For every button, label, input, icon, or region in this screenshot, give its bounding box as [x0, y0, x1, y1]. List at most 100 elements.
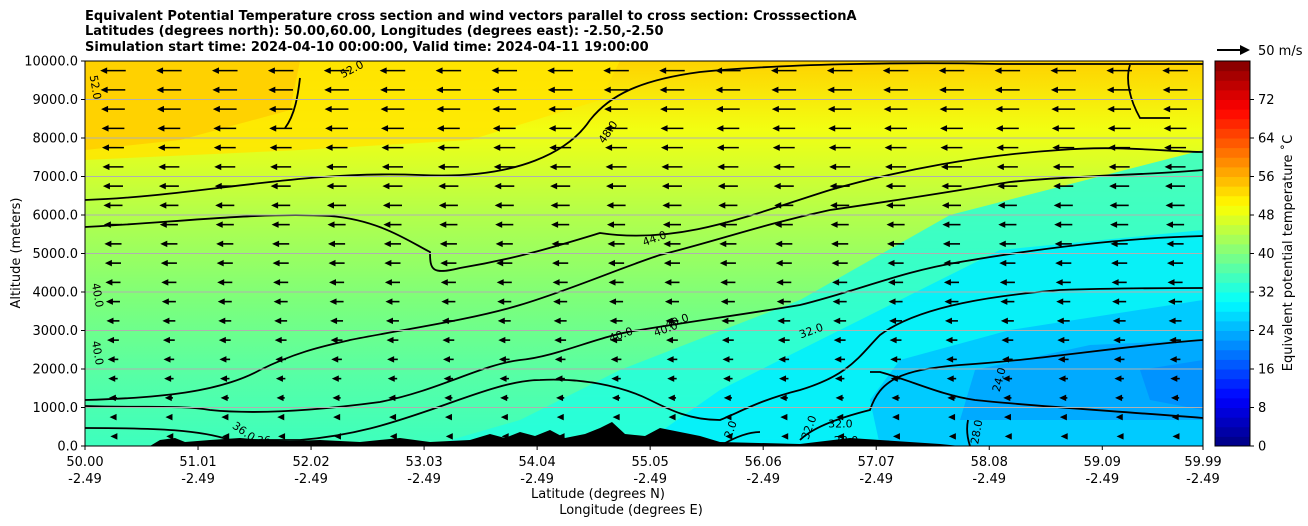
- wind-arrow-head: [269, 125, 277, 132]
- wind-arrow-head: [828, 125, 836, 132]
- wind-arrow-head: [1052, 144, 1060, 151]
- wind-arrow-head: [1106, 67, 1114, 74]
- wind-arrow-head: [333, 433, 341, 440]
- wind-arrow-head: [1169, 356, 1177, 363]
- wind-arrow-head: [268, 86, 276, 94]
- wind-arrow-head: [779, 394, 787, 402]
- wind-arrow-head: [948, 433, 956, 440]
- wind-arrow-head: [995, 86, 1003, 94]
- colorbar-band: [1215, 417, 1250, 428]
- wind-arrow-head: [444, 413, 452, 421]
- wind-arrow-head: [771, 105, 779, 113]
- wind-arrow-head: [1165, 221, 1173, 228]
- wind-arrow-head: [100, 67, 108, 74]
- wind-arrow-head: [1169, 336, 1177, 344]
- wind-arrow-head: [1171, 413, 1179, 421]
- x-tick-label-lat: 57.07: [858, 455, 895, 470]
- wind-arrow-head: [723, 394, 731, 402]
- wind-arrow-head: [436, 86, 444, 94]
- wind-arrow-head: [275, 356, 283, 363]
- wind-arrow-head: [1051, 125, 1059, 132]
- wind-arrow-head: [438, 182, 446, 190]
- wind-arrow-head: [157, 125, 165, 132]
- wind-arrow-head: [834, 375, 842, 382]
- wind-arrow-head: [939, 86, 947, 94]
- wind-arrow-head: [774, 221, 782, 228]
- x-tick-label-lon: -2.49: [294, 472, 328, 487]
- wind-arrow-head: [162, 336, 170, 344]
- wind-arrow-head: [1002, 356, 1010, 363]
- wind-arrow-head: [717, 182, 725, 190]
- colorbar-tick-label: 64: [1258, 132, 1275, 147]
- wind-arrow-head: [555, 375, 563, 382]
- colorbar-band: [1215, 369, 1250, 380]
- wind-arrow-head: [221, 413, 229, 421]
- wind-arrow-head: [556, 413, 564, 421]
- wind-arrow-head: [327, 221, 335, 228]
- wind-arrow-head: [379, 67, 387, 74]
- wind-arrow-head: [1113, 356, 1121, 363]
- wind-arrow-head: [715, 86, 723, 94]
- colorbar-band: [1215, 234, 1250, 245]
- wind-arrow-head: [719, 259, 727, 267]
- x-tick-label-lon: -2.49: [972, 472, 1006, 487]
- wind-arrow-head: [612, 413, 620, 421]
- wind-arrow-head: [661, 182, 669, 190]
- wind-arrow-head: [1111, 259, 1119, 267]
- wind-arrow-head: [940, 144, 948, 151]
- wind-arrow-head: [773, 163, 781, 171]
- wind-arrow-head: [1058, 375, 1066, 382]
- wind-arrow-head: [326, 163, 334, 171]
- wind-arrow-head: [110, 433, 118, 440]
- wind-arrow-head: [998, 221, 1006, 228]
- wind-arrow-head: [273, 279, 281, 286]
- wind-arrow-head: [946, 375, 954, 382]
- wind-arrow-head: [162, 317, 170, 325]
- colorbar-tick-label: 0: [1258, 440, 1266, 455]
- wind-arrow-head: [723, 375, 731, 382]
- wind-arrow-head: [829, 182, 837, 190]
- wind-arrow-head: [1165, 182, 1173, 190]
- wind-arrow-head: [716, 125, 724, 132]
- wind-arrow-head: [830, 202, 838, 209]
- wind-arrow-head: [387, 356, 395, 363]
- colorbar-band: [1215, 330, 1250, 341]
- wind-arrow-head: [211, 67, 219, 74]
- wind-arrow-head: [547, 86, 555, 94]
- wind-arrow-head: [611, 394, 619, 402]
- colorbar-band: [1215, 253, 1250, 264]
- wind-arrow-head: [722, 356, 730, 363]
- wind-arrow-head: [330, 336, 338, 344]
- x-axis-label: Latitude (degrees N): [531, 487, 665, 502]
- wind-arrow-head: [108, 394, 116, 402]
- wind-arrow-head: [771, 86, 779, 94]
- wind-arrow-head: [1059, 413, 1067, 421]
- colorbar-band: [1215, 272, 1250, 283]
- wind-arrow-head: [1162, 67, 1170, 74]
- colorbar-band: [1215, 282, 1250, 293]
- wind-arrow-head: [1053, 202, 1061, 209]
- colorbar-band: [1215, 407, 1250, 418]
- wind-arrow-head: [107, 356, 115, 363]
- wind-arrow-head: [382, 202, 390, 209]
- wind-arrow-head: [613, 433, 621, 440]
- x-tick-label-lat: 56.06: [745, 455, 782, 470]
- wind-arrow-head: [166, 433, 174, 440]
- wind-arrow-head: [605, 144, 613, 151]
- wind-arrow-head: [217, 298, 225, 305]
- wind-arrow-head: [772, 144, 780, 151]
- x-axis: 50.00 -2.49 51.01 -2.49 52.02 -2.49 53.03 -2.49…: [66, 446, 1222, 487]
- wind-arrow-head: [497, 298, 505, 305]
- wind-arrow-head: [441, 298, 449, 305]
- y-tick-label: 6000.0: [33, 209, 79, 224]
- wind-arrow-head: [549, 144, 557, 151]
- y-axis-label: Altitude (meters): [9, 198, 24, 309]
- wind-arrow-head: [156, 67, 164, 74]
- wind-arrow-head: [493, 144, 501, 151]
- x-tick-label-lon: -2.49: [859, 472, 893, 487]
- wind-arrow-head: [491, 86, 499, 94]
- wind-arrow-head: [1052, 163, 1060, 171]
- wind-arrow-head: [164, 394, 172, 402]
- colorbar-tick-label: 72: [1258, 93, 1275, 108]
- x-tick-label-lat: 52.02: [292, 455, 329, 470]
